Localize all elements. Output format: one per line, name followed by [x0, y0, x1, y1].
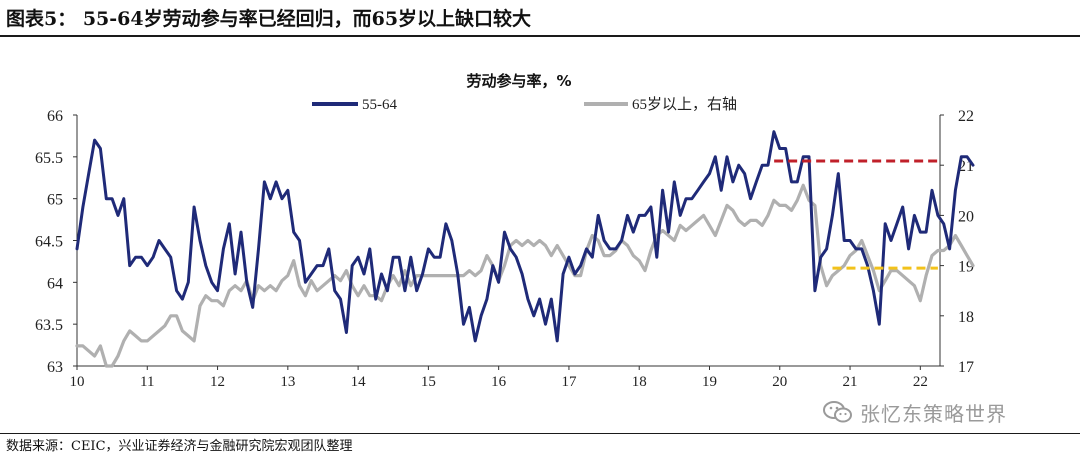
y-left-tick-label: 65 [47, 192, 63, 209]
x-tick-label: 20 [772, 374, 787, 390]
y-left-tick-label: 66 [47, 108, 63, 125]
series-line-55-64 [75, 130, 975, 343]
chart-axes: 10 11 12 13 14 15 16 17 18 19 20 21 22 63 63.5 64 64.5 65… [35, 108, 974, 390]
x-tick-label: 18 [632, 374, 647, 390]
x-tick-label: 13 [280, 374, 295, 390]
y-right-tick-label: 17 [958, 359, 974, 376]
x-tick-label: 10 [70, 374, 85, 390]
watermark-text: 张忆东策略世界 [860, 401, 1007, 426]
legend: 55-64 65岁以上，右轴 [312, 96, 737, 113]
x-tick-label: 16 [491, 374, 507, 390]
series-line-65-plus [75, 183, 975, 368]
x-tick-label: 22 [913, 374, 928, 390]
x-tick-label: 14 [351, 374, 367, 390]
y-left-tick-label: 64.5 [35, 234, 63, 251]
x-tick-label: 17 [561, 374, 577, 390]
x-tick-label: 12 [210, 374, 225, 390]
watermark: 张忆东策略世界 [822, 396, 1072, 428]
footer-divider [0, 433, 1080, 434]
x-tick-label: 15 [421, 374, 436, 390]
participation-rate-chart: 劳动参与率，% 55-64 65岁以上，右轴 10 11 12 13 14 15 16 17 1… [35, 72, 975, 390]
legend-label-65-plus: 65岁以上，右轴 [632, 96, 737, 113]
y-left-tick-label: 64 [47, 275, 63, 292]
figure-title: 图表5： 55-64岁劳动参与率已经回归，而65岁以上缺口较大 [6, 8, 532, 30]
y-right-tick-label: 22 [958, 108, 974, 125]
x-tick-label: 11 [140, 374, 154, 390]
chart-title: 劳动参与率，% [466, 72, 571, 90]
series-lines [75, 130, 975, 368]
y-left-tick-label: 63 [47, 359, 63, 376]
legend-label-55-64: 55-64 [362, 97, 397, 113]
y-left-tick-label: 65.5 [35, 150, 63, 167]
title-divider [0, 35, 1080, 37]
y-right-tick-label: 18 [958, 309, 974, 326]
y-right-tick-label: 20 [958, 208, 974, 225]
x-tick-label: 19 [702, 374, 717, 390]
reference-lines [774, 159, 938, 270]
source-note: 数据来源：CEIC，兴业证券经济与金融研究院宏观团队整理 [6, 439, 353, 454]
y-left-tick-label: 63.5 [35, 317, 63, 334]
wechat-icon [823, 401, 852, 423]
x-tick-label: 21 [843, 374, 858, 390]
